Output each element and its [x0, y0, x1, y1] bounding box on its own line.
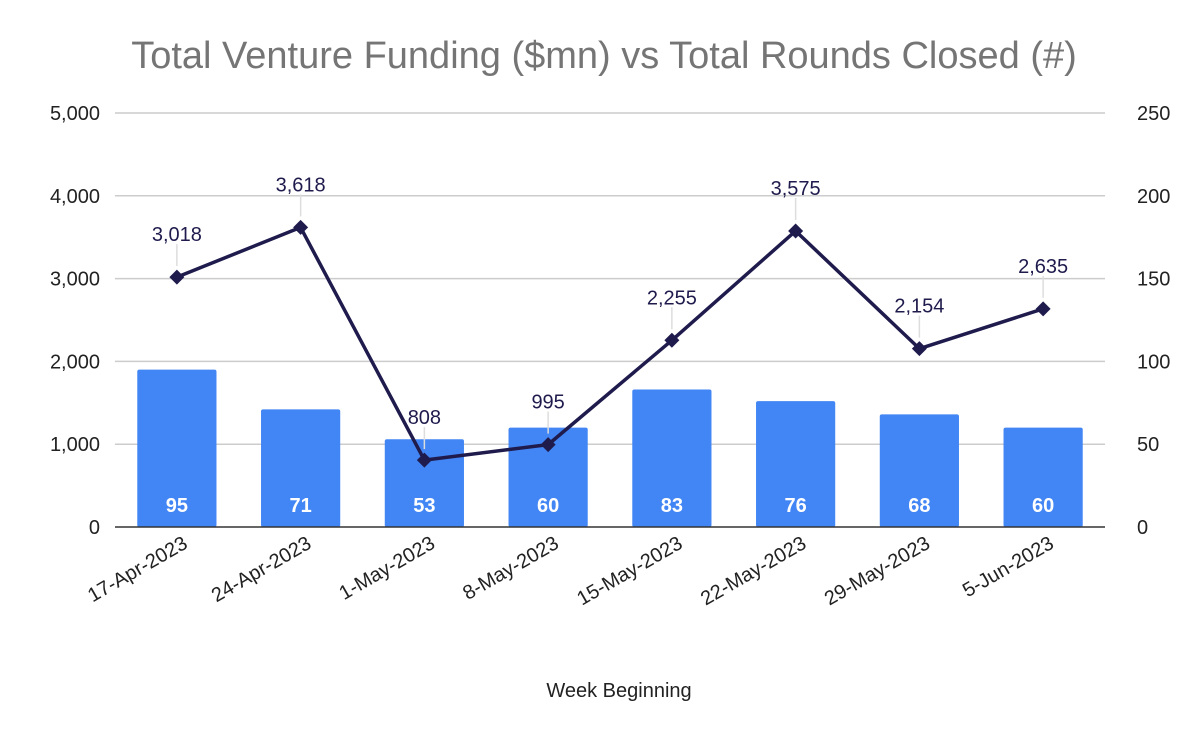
- y-tick-label-left: 2,000: [50, 351, 100, 373]
- line-point-marker: [169, 269, 185, 285]
- x-tick-label: 15-May-2023: [573, 532, 686, 610]
- line-value-label: 2,154: [894, 296, 944, 318]
- line-point-marker: [293, 219, 309, 235]
- bar-value-label: 53: [413, 495, 435, 517]
- y-tick-label-left: 1,000: [50, 434, 100, 456]
- line-series: 3,018 3,618 808 995 2,255 3,575 2,154 2,635: [152, 174, 1068, 468]
- line-point-marker: [911, 341, 927, 357]
- line-value-label: 3,575: [771, 178, 821, 200]
- x-axis-title: Week Beginning: [546, 680, 691, 702]
- line-value-label: 2,635: [1018, 256, 1068, 278]
- line-value-label: 2,255: [647, 287, 697, 309]
- bar: [261, 409, 341, 527]
- line-point-marker: [664, 332, 680, 348]
- bar: [137, 369, 217, 527]
- chart-title: Total Venture Funding ($mn) vs Total Rou…: [131, 35, 1077, 77]
- x-tick-label: 29-May-2023: [821, 532, 934, 610]
- bar: [1003, 427, 1083, 527]
- line-point-marker: [540, 437, 556, 453]
- bar: [508, 427, 588, 527]
- bar-value-label: 71: [290, 495, 312, 517]
- y-tick-label-left: 4,000: [50, 186, 100, 208]
- line-point-marker: [788, 223, 804, 239]
- bar: [384, 439, 464, 527]
- y-axis-right-ticks: 0 50 100 150 200 250: [1137, 103, 1170, 539]
- x-tick-label: 22-May-2023: [697, 532, 810, 610]
- line-value-label: 3,618: [276, 174, 326, 196]
- bar-value-label: 76: [785, 495, 807, 517]
- line-value-label: 3,018: [152, 224, 202, 246]
- bar-value-label: 68: [908, 495, 930, 517]
- y-tick-label-left: 3,000: [50, 269, 100, 291]
- y-tick-label-right: 50: [1137, 434, 1159, 456]
- x-tick-label: 24-Apr-2023: [208, 532, 315, 607]
- y-tick-label-right: 200: [1137, 186, 1170, 208]
- x-tick-label: 8-May-2023: [459, 532, 562, 604]
- y-tick-label-right: 100: [1137, 351, 1170, 373]
- bar-value-label: 60: [1032, 495, 1054, 517]
- y-tick-label-left: 5,000: [50, 103, 100, 125]
- line-point-marker: [416, 452, 432, 468]
- bar: [632, 389, 712, 527]
- y-tick-label-right: 150: [1137, 269, 1170, 291]
- bar-series: 95 71 53 60 83 76 68 60: [137, 369, 1083, 527]
- bar: [879, 414, 959, 527]
- x-tick-label: 17-Apr-2023: [84, 532, 191, 607]
- line-point-marker: [1035, 301, 1051, 317]
- bar-value-label: 60: [537, 495, 559, 517]
- line-value-label: 808: [408, 407, 441, 429]
- bar-value-label: 95: [166, 495, 188, 517]
- y-tick-label-right: 250: [1137, 103, 1170, 125]
- bar-value-label: 83: [661, 495, 683, 517]
- funding-line: [176, 225, 1044, 462]
- line-value-label: 995: [531, 392, 564, 414]
- y-tick-label-left: 0: [89, 517, 100, 539]
- y-axis-left-ticks: 0 1,000 2,000 3,000 4,000 5,000: [50, 103, 100, 539]
- x-axis-ticks: 17-Apr-2023 24-Apr-2023 1-May-2023 8-May-20…: [84, 532, 1058, 610]
- x-tick-label: 5-Jun-2023: [959, 532, 1058, 602]
- bar: [756, 401, 836, 527]
- y-tick-label-right: 0: [1137, 517, 1148, 539]
- x-tick-label: 1-May-2023: [335, 532, 438, 604]
